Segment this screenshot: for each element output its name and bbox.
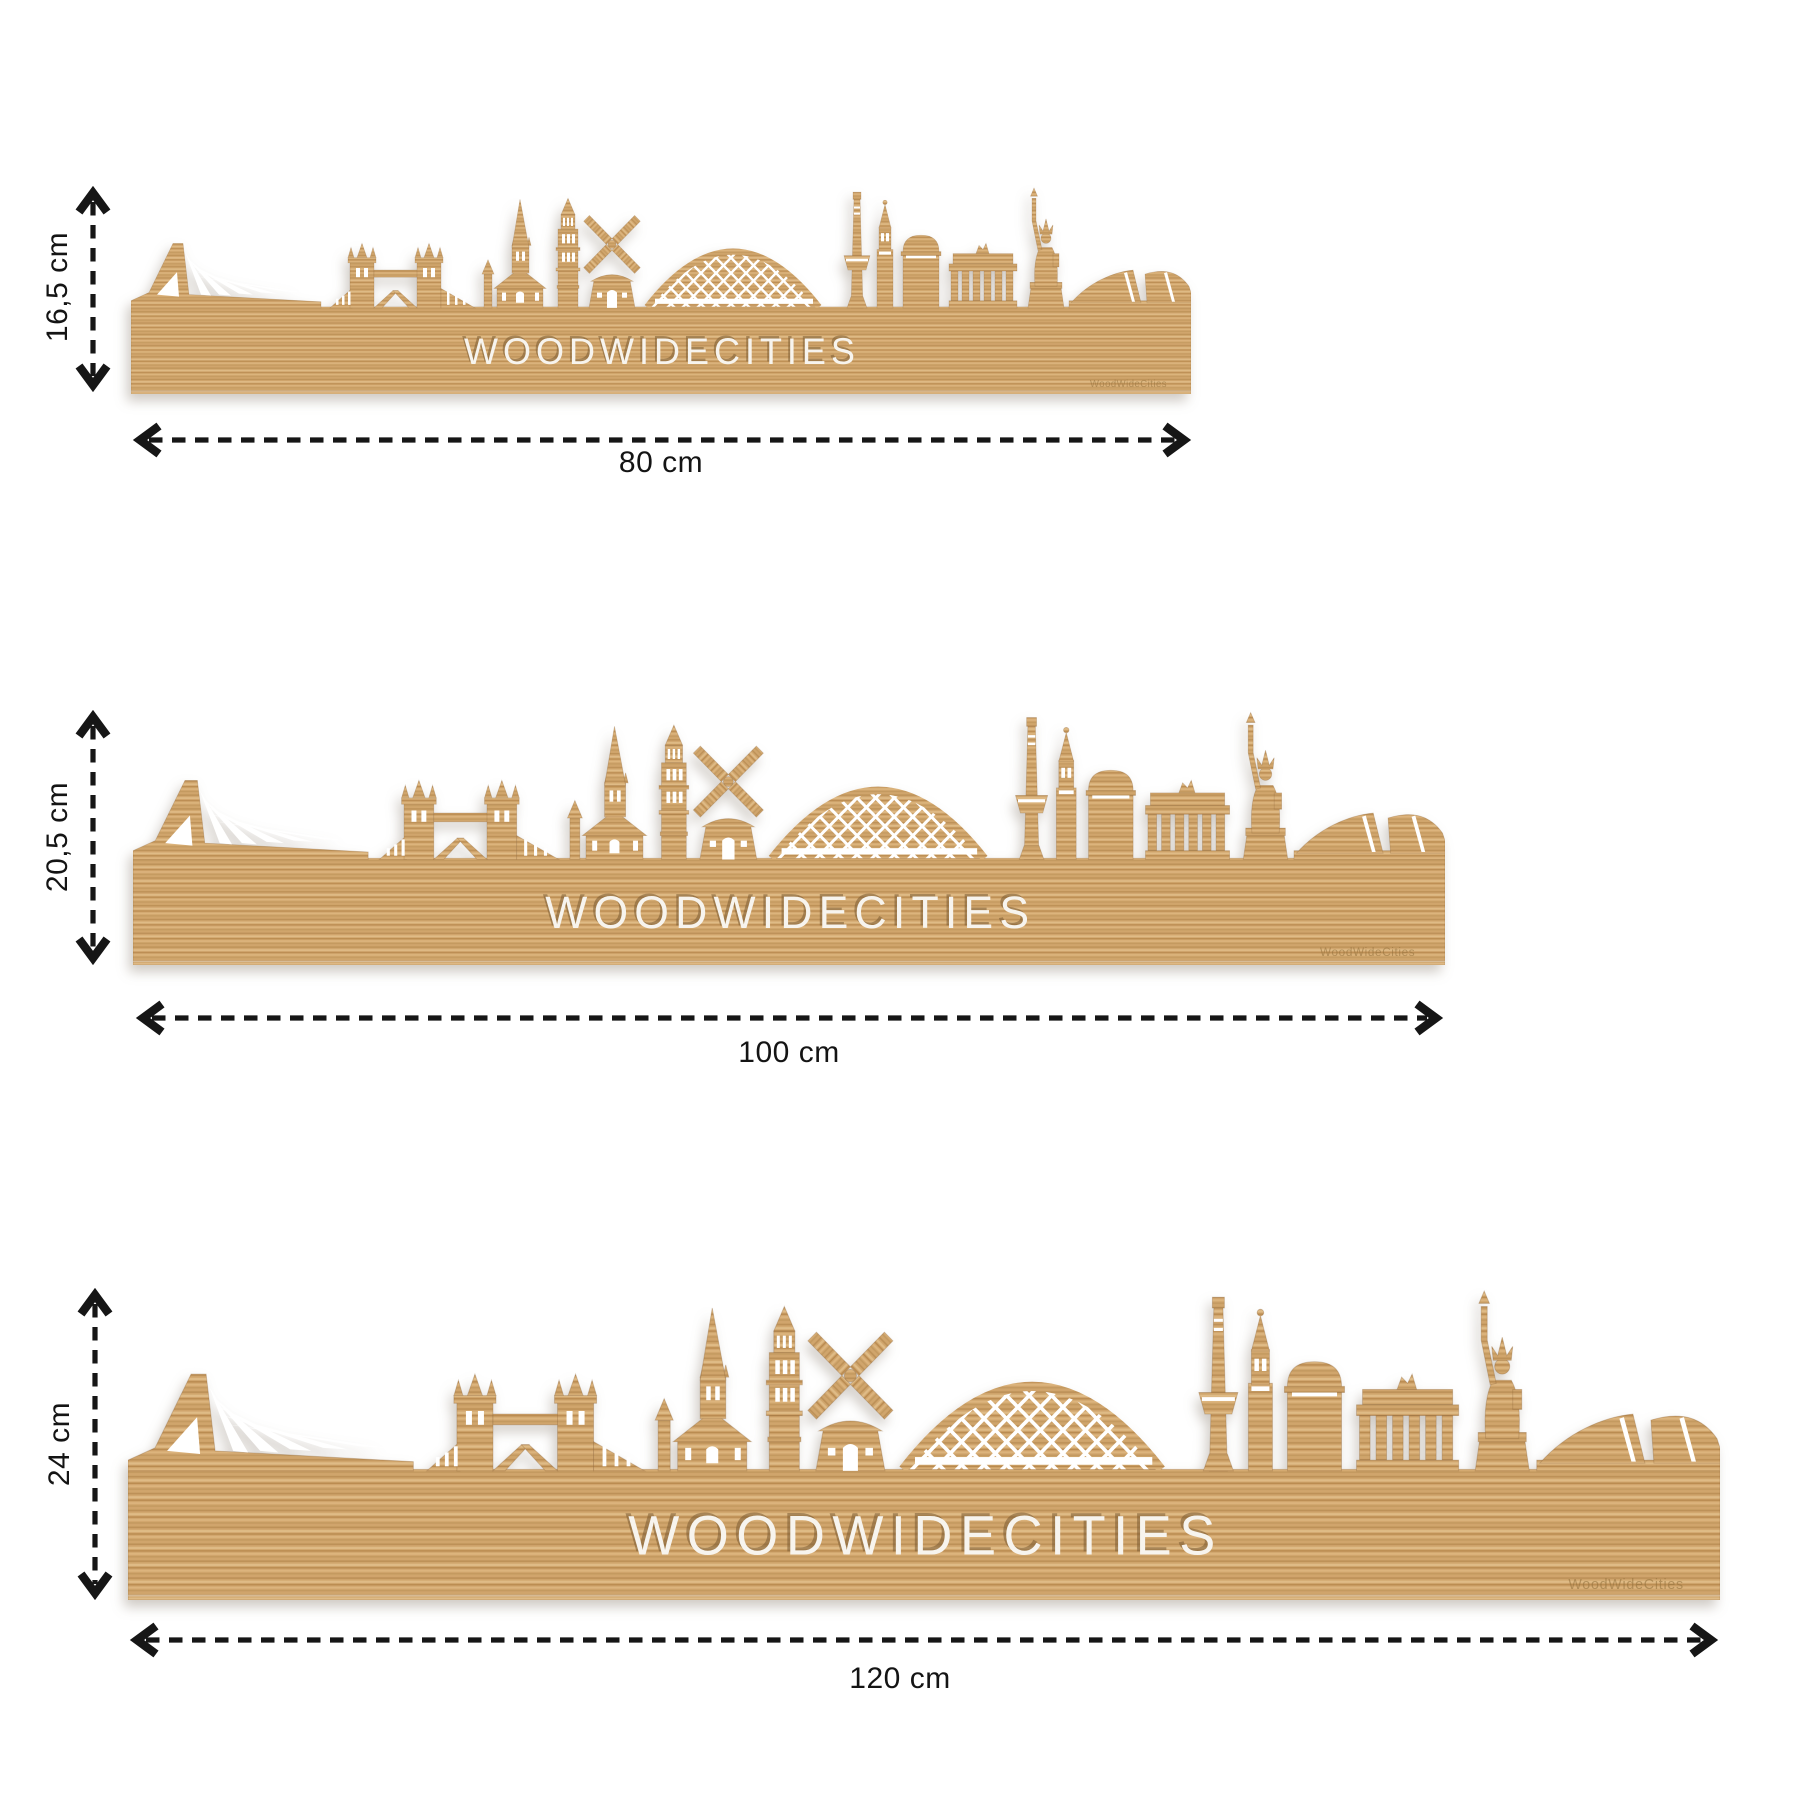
- skyline-artwork-120cm: [128, 1288, 1720, 1600]
- height-arrow-icon: [75, 710, 111, 965]
- height-label: 24 cm: [43, 1401, 76, 1487]
- height-arrow-icon: [77, 1288, 113, 1600]
- skyline-artwork-100cm: [133, 710, 1445, 965]
- height-arrow-icon: [75, 186, 111, 392]
- width-arrow-icon: [132, 422, 1192, 458]
- width-arrow-icon: [129, 1622, 1719, 1658]
- width-arrow-icon: [135, 1000, 1444, 1036]
- width-label: 100 cm: [738, 1036, 840, 1069]
- width-label: 80 cm: [618, 446, 704, 479]
- height-label: 20,5 cm: [41, 781, 74, 893]
- height-label: 16,5 cm: [41, 231, 74, 343]
- skyline-artwork-80cm: [131, 186, 1191, 394]
- width-label: 120 cm: [849, 1662, 951, 1695]
